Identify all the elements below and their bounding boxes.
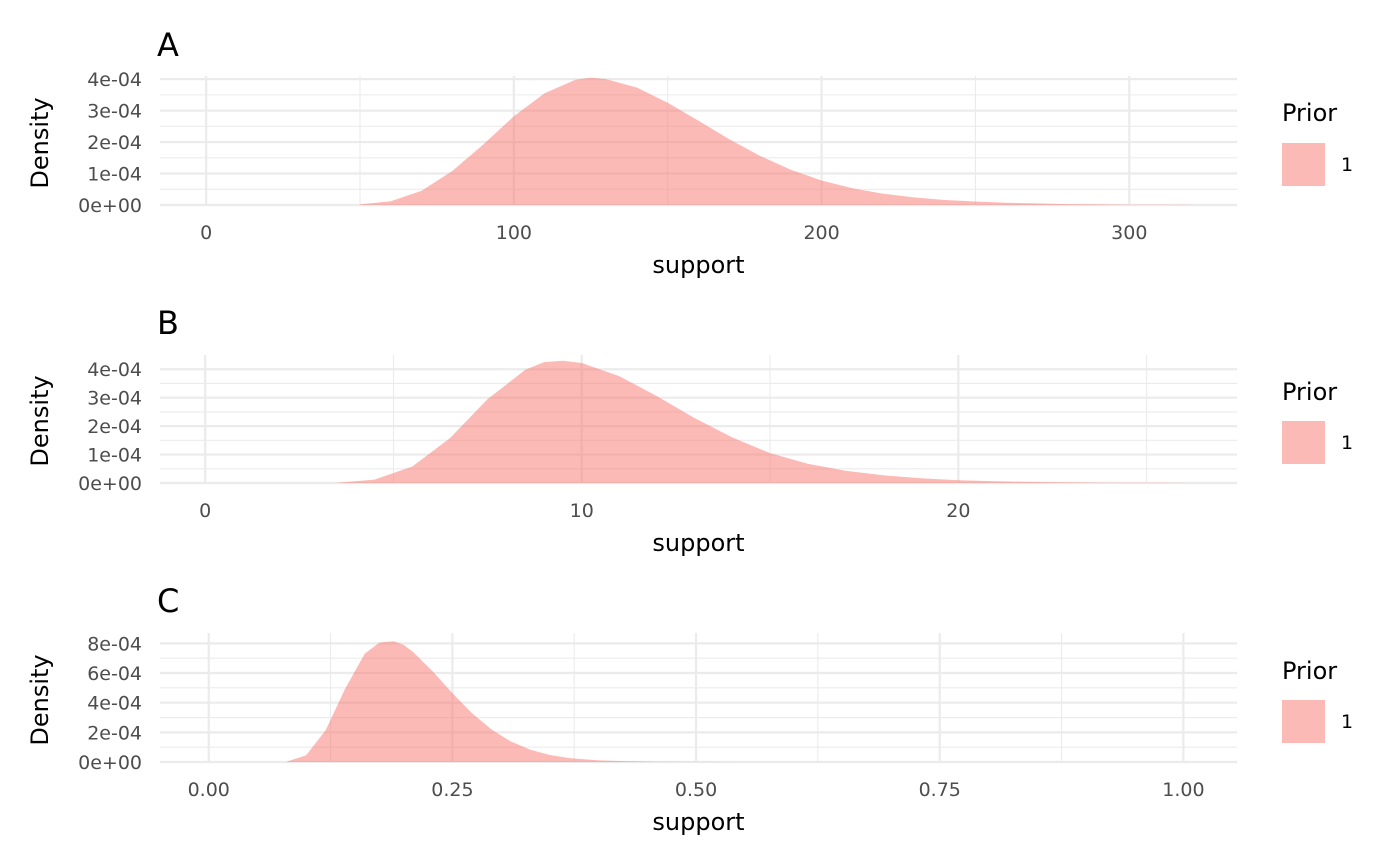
- y-axis-title: Density: [26, 97, 54, 188]
- legend-title: Prior: [1282, 657, 1337, 685]
- y-axis-title: Density: [26, 654, 54, 745]
- y-tick-label: 1e-04: [87, 164, 142, 186]
- legend-label: 1: [1341, 432, 1353, 454]
- legend-title: Prior: [1282, 99, 1337, 127]
- legend: Prior 1: [1282, 99, 1353, 186]
- y-tick-label: 2e-04: [87, 722, 142, 744]
- x-tick-label: 100: [496, 222, 532, 244]
- panel-a: 0e+00 1e-04 2e-04 3e-04 4e-04 0 100 200 300 Asupp…: [26, 26, 1353, 279]
- y-axis-title: Density: [26, 375, 54, 466]
- x-tick-label: 1.00: [1162, 779, 1204, 801]
- y-tick-label: 4e-04: [87, 359, 142, 381]
- legend-key: [1282, 700, 1325, 743]
- x-tick-label: 0.50: [675, 779, 717, 801]
- panel-title: B: [157, 304, 179, 342]
- density-area-1: [336, 360, 1185, 483]
- x-tick-label: 300: [1111, 222, 1147, 244]
- panel-title: C: [157, 582, 179, 620]
- x-tick-label: 200: [803, 222, 839, 244]
- x-tick-label: 0: [200, 222, 212, 244]
- x-tick-label: 20: [946, 500, 970, 522]
- legend-key: [1282, 143, 1325, 186]
- y-tick-label: 4e-04: [87, 693, 142, 715]
- density-area-1: [360, 77, 1191, 205]
- panel-title: A: [157, 26, 179, 64]
- x-tick-label: 0: [199, 500, 211, 522]
- y-tick-label: 1e-04: [87, 445, 142, 467]
- legend-key: [1282, 421, 1325, 464]
- x-tick-label: 10: [570, 500, 594, 522]
- legend-label: 1: [1341, 711, 1353, 733]
- y-tick-label: 4e-04: [87, 69, 142, 91]
- x-tick-label: 0.00: [188, 779, 230, 801]
- legend: Prior 1: [1282, 657, 1353, 743]
- x-tick-label: 0.25: [431, 779, 473, 801]
- x-axis-title: support: [652, 529, 744, 557]
- y-tick-label: 0e+00: [78, 195, 142, 217]
- y-tick-label: 8e-04: [87, 633, 142, 655]
- legend-title: Prior: [1282, 378, 1337, 406]
- x-tick-label: 0.75: [919, 779, 961, 801]
- y-tick-label: 3e-04: [87, 388, 142, 410]
- y-tick-label: 0e+00: [78, 752, 142, 774]
- x-axis-title: support: [652, 808, 744, 836]
- y-tick-label: 3e-04: [87, 101, 142, 123]
- legend: Prior 1: [1282, 378, 1353, 464]
- y-tick-label: 2e-04: [87, 132, 142, 154]
- density-area-1: [286, 641, 745, 762]
- y-tick-label: 2e-04: [87, 416, 142, 438]
- x-axis-title: support: [652, 251, 744, 279]
- y-tick-label: 0e+00: [78, 473, 142, 495]
- panel-c: 0e+00 2e-04 4e-04 6e-04 8e-04 0.00 0.25 0.50 0.7…: [26, 582, 1353, 836]
- y-tick-label: 6e-04: [87, 663, 142, 685]
- legend-label: 1: [1341, 154, 1353, 176]
